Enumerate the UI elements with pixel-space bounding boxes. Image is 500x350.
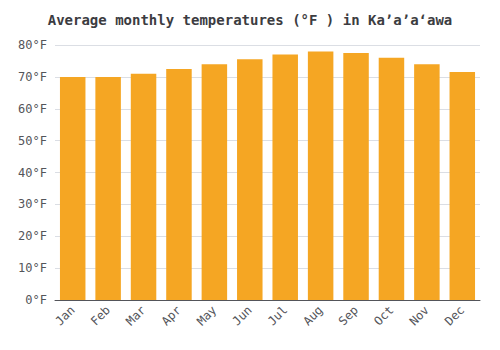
svg-text:May: May bbox=[194, 303, 219, 328]
svg-text:Dec: Dec bbox=[442, 303, 467, 328]
svg-text:70°F: 70°F bbox=[18, 70, 47, 84]
svg-text:50°F: 50°F bbox=[18, 134, 47, 148]
svg-text:Nov: Nov bbox=[407, 303, 432, 328]
svg-text:Jun: Jun bbox=[230, 303, 255, 328]
svg-text:60°F: 60°F bbox=[18, 102, 47, 116]
svg-text:Apr: Apr bbox=[159, 303, 184, 328]
svg-text:Aug: Aug bbox=[300, 303, 325, 328]
svg-text:Jan: Jan bbox=[52, 303, 77, 328]
svg-text:Average monthly temperatures (: Average monthly temperatures (°F ) in Ka… bbox=[48, 12, 453, 28]
svg-text:20°F: 20°F bbox=[18, 229, 47, 243]
svg-text:10°F: 10°F bbox=[18, 261, 47, 275]
svg-text:Sep: Sep bbox=[336, 303, 361, 328]
svg-text:30°F: 30°F bbox=[18, 197, 47, 211]
svg-text:Feb: Feb bbox=[88, 303, 113, 328]
svg-text:0°F: 0°F bbox=[25, 293, 47, 307]
svg-text:Oct: Oct bbox=[371, 303, 396, 328]
svg-text:80°F: 80°F bbox=[18, 38, 47, 52]
svg-text:40°F: 40°F bbox=[18, 166, 47, 180]
svg-text:Jul: Jul bbox=[265, 303, 290, 328]
svg-text:Mar: Mar bbox=[123, 303, 148, 328]
